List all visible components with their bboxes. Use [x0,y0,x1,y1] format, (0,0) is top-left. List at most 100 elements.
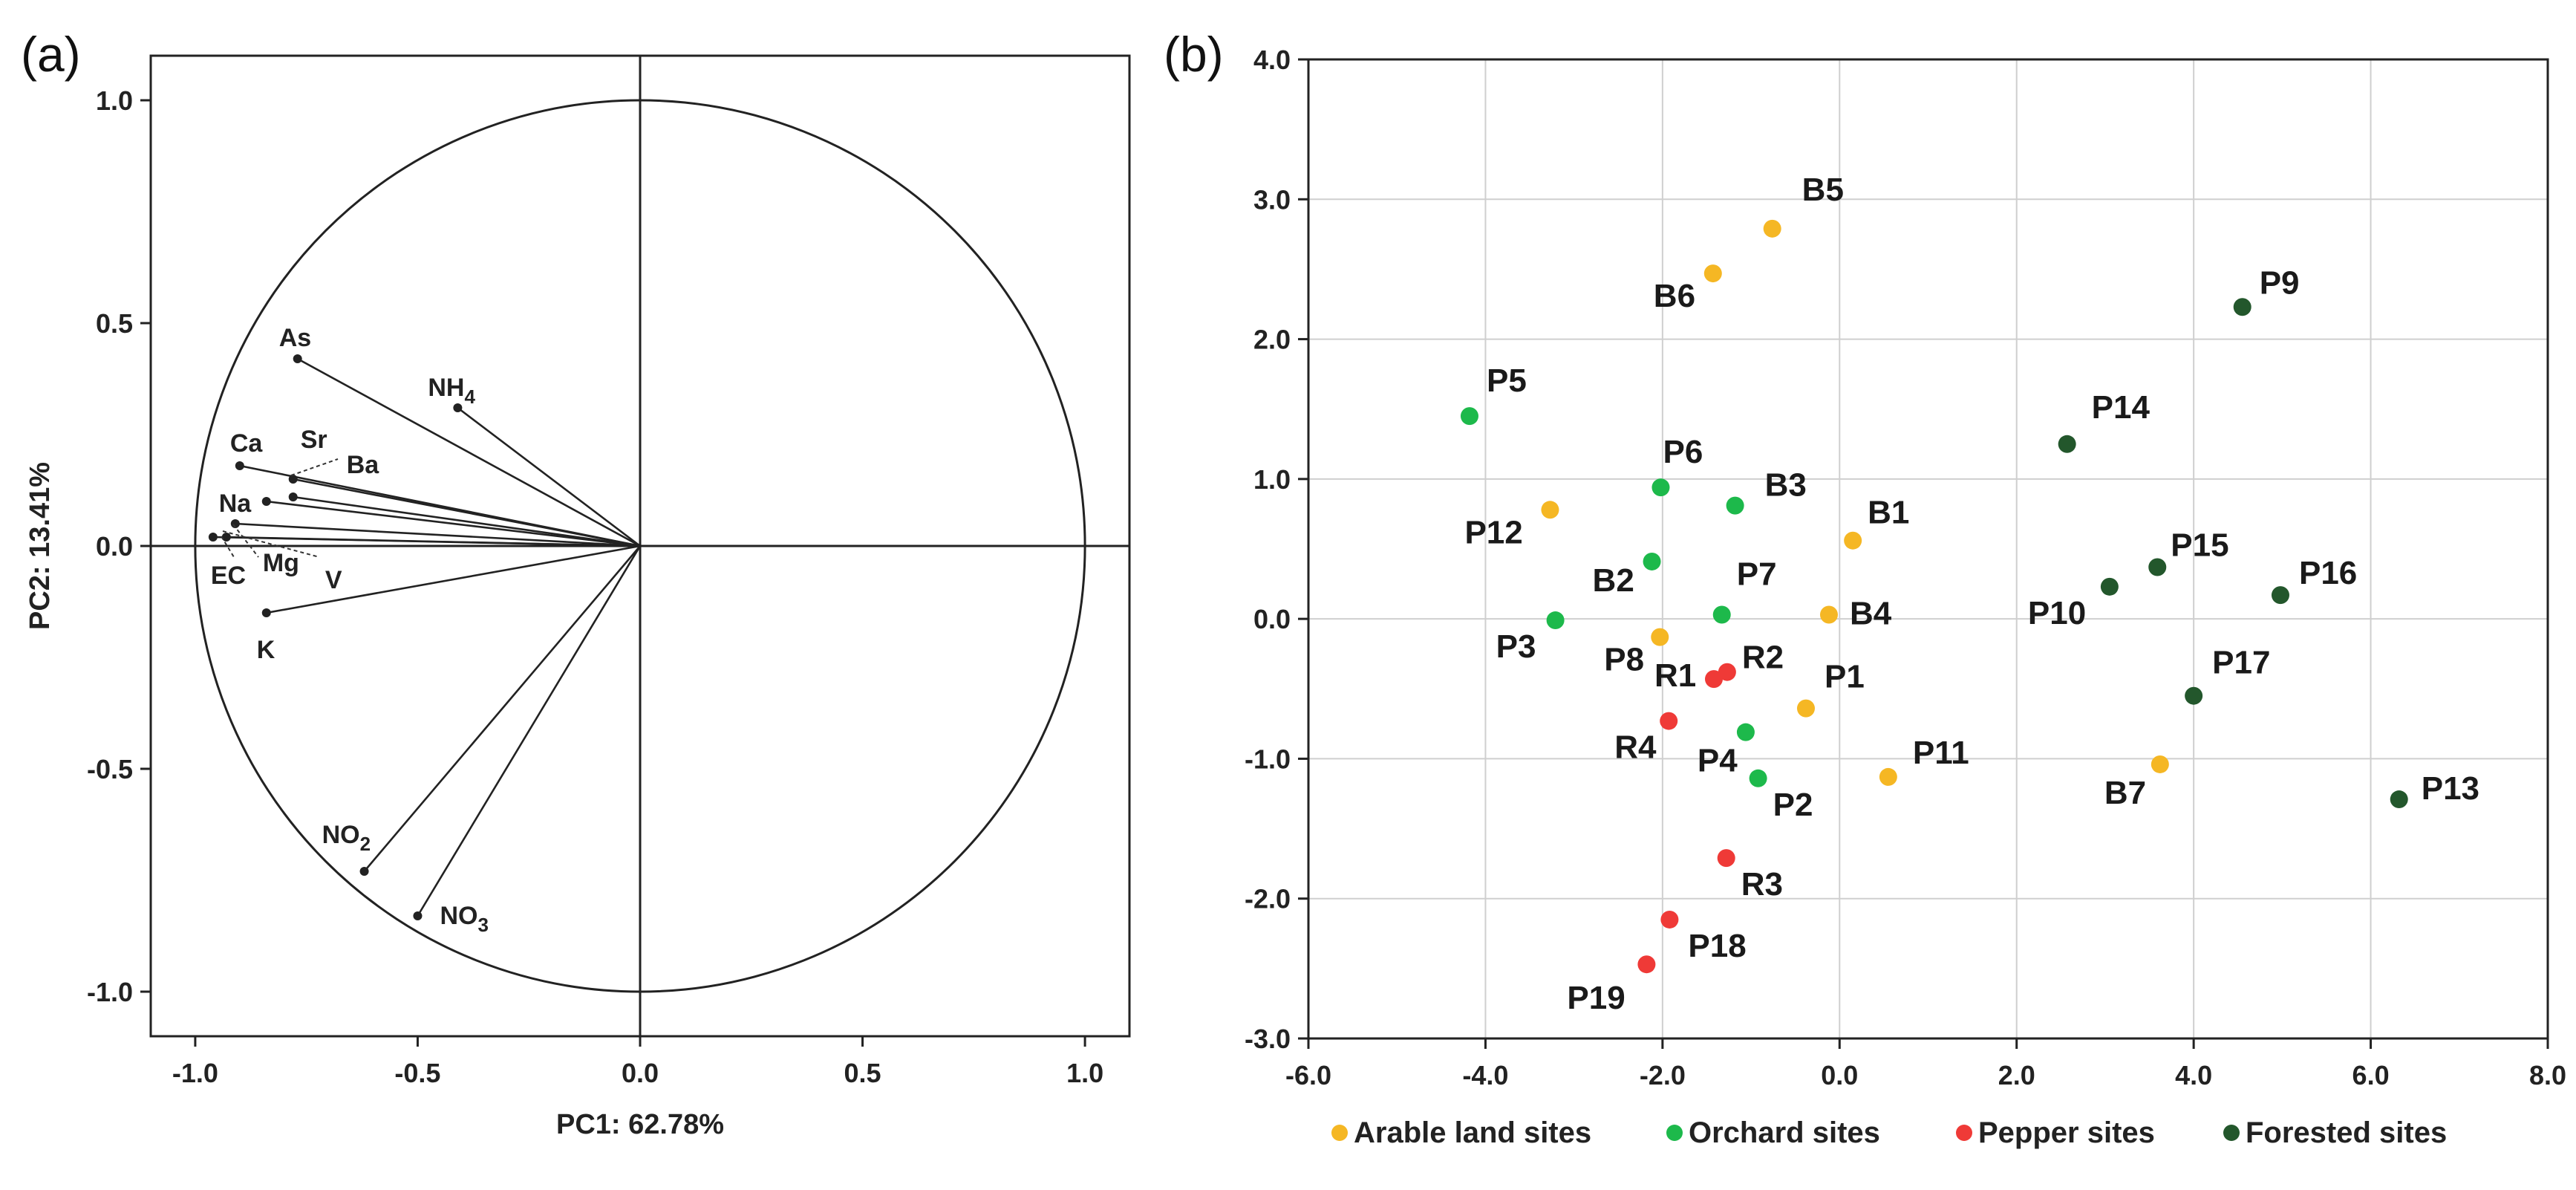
score-point-b5 [1763,219,1781,238]
legend-item-orchard-sites: Orchard sites [1666,1116,1880,1149]
panel-b-plot-frame [1307,58,2549,1040]
score-point-p1 [1796,699,1815,718]
score-point-p4 [1736,723,1755,741]
loading-point-ba [288,475,298,484]
score-point-p18 [1660,910,1679,929]
loading-label-as: As [279,324,311,352]
loading-point-mg [230,519,240,528]
loading-label-sr: Sr [301,426,327,454]
legend-swatch-orchard-sites [1666,1125,1683,1141]
loading-label-nh4: NH4 [428,374,475,408]
loading-vector-na [266,500,641,547]
loading-vector-sr [293,495,641,547]
score-label-p6: P6 [1663,434,1703,470]
panel-b-y-tick-label: 1.0 [1253,464,1291,495]
score-label-p10: P10 [2028,595,2086,631]
score-label-p16: P16 [2299,555,2357,591]
score-point-r4 [1660,712,1678,730]
loading-label-no3: NO3 [440,902,488,936]
panel-a-label: (a) [21,27,81,82]
panel-b-x-tick-label: 0.0 [1821,1060,1858,1090]
panel-a-y-tick-label: -0.5 [87,754,133,784]
score-label-p12: P12 [1464,514,1522,550]
loading-point-ca [235,461,244,470]
loading-vector-k [266,544,641,614]
score-label-b2: B2 [1593,562,1634,599]
legend-label-orchard-sites: Orchard sites [1689,1116,1880,1149]
score-point-p14 [2058,435,2076,453]
panel-a-y-tick-label: -1.0 [87,977,133,1007]
score-point-b2 [1643,552,1661,570]
panel-b-y-tick-label: 2.0 [1253,325,1291,355]
legend-swatch-forested-sites [2223,1125,2240,1141]
score-label-r1: R1 [1654,657,1696,694]
score-label-p17: P17 [2212,645,2270,681]
loading-point-no3 [413,911,423,920]
score-label-b6: B6 [1654,278,1695,314]
legend-swatch-pepper-sites [1956,1125,1972,1141]
score-label-r4: R4 [1614,729,1657,766]
loading-vector-as [297,357,641,547]
panel-b-y-tick-label: -2.0 [1245,884,1291,914]
leader-line-mg [232,524,259,558]
panel-a-x-tick-label: 1.0 [1066,1058,1103,1088]
score-label-p18: P18 [1688,928,1746,964]
score-label-p5: P5 [1487,362,1527,399]
score-label-p1: P1 [1825,659,1865,695]
score-label-b5: B5 [1802,172,1844,208]
loading-label-ec: EC [211,562,246,590]
score-label-p8: P8 [1604,642,1644,678]
score-point-p10 [2100,577,2119,596]
panel-b-x-tick-label: 4.0 [2175,1060,2212,1090]
score-point-b6 [1703,264,1722,283]
panel-b-x-tick-label: 6.0 [2352,1060,2390,1090]
score-point-p13 [2390,790,2408,809]
score-label-p13: P13 [2422,770,2479,807]
score-point-p11 [1879,767,1897,786]
score-point-b7 [2151,755,2169,773]
loading-label-no2: NO2 [322,821,371,855]
loading-point-ec [208,533,218,542]
score-label-b3: B3 [1765,467,1807,504]
score-label-p3: P3 [1496,628,1536,665]
loading-vector-no2 [363,545,641,872]
score-point-b1 [1844,531,1862,550]
score-point-r3 [1717,849,1735,868]
score-point-r2 [1718,663,1736,681]
panel-a-x-tick-label: -1.0 [172,1058,218,1088]
panel-b-x-tick-label: -4.0 [1462,1060,1508,1090]
panel-b-score-plot: (b) -6.0 -4.0 -2.0 0.0 2.0 4.0 6.0 8.0 -3.0 -2.0 -… [1164,27,2566,1149]
panel-b-y-tick-label: -3.0 [1245,1024,1291,1054]
loading-label-mg: Mg [263,549,299,577]
legend-item-arable-land-sites: Arable land sites [1331,1116,1591,1149]
score-label-p14: P14 [2092,389,2151,426]
loading-vector-ec [212,536,641,547]
loading-vector-no3 [417,545,642,917]
loading-label-na: Na [219,490,252,518]
score-point-p19 [1637,955,1656,974]
leader-line-ba [290,458,339,476]
panel-b-x-tick-label: -2.0 [1640,1060,1686,1090]
score-label-b4: B4 [1850,595,1892,631]
legend-swatch-arable-land-sites [1331,1125,1348,1141]
score-point-p17 [2185,686,2203,705]
panel-b-x-tick-label: -6.0 [1285,1060,1331,1090]
score-point-b3 [1726,496,1744,515]
loading-point-sr [288,492,298,501]
score-point-p12 [1541,501,1559,519]
score-label-p4: P4 [1698,743,1738,779]
loading-point-nh4 [453,403,463,412]
legend-label-pepper-sites: Pepper sites [1978,1116,2155,1149]
score-label-p2: P2 [1773,787,1813,823]
panel-a-correlation-circle [194,99,1086,993]
panel-a-y-tick-label: 1.0 [96,85,133,116]
panel-b-y-tick-label: 0.0 [1253,604,1291,634]
score-point-b4 [1819,605,1838,624]
loading-label-k: K [257,636,275,664]
panel-b-y-tick-label: 3.0 [1253,184,1291,215]
score-label-r3: R3 [1741,866,1783,903]
loading-vector-ba [293,478,641,547]
score-point-p8 [1651,628,1669,646]
panel-a-x-tick-label: 0.0 [622,1058,659,1088]
panel-b-y-tick-label: 4.0 [1253,45,1291,75]
